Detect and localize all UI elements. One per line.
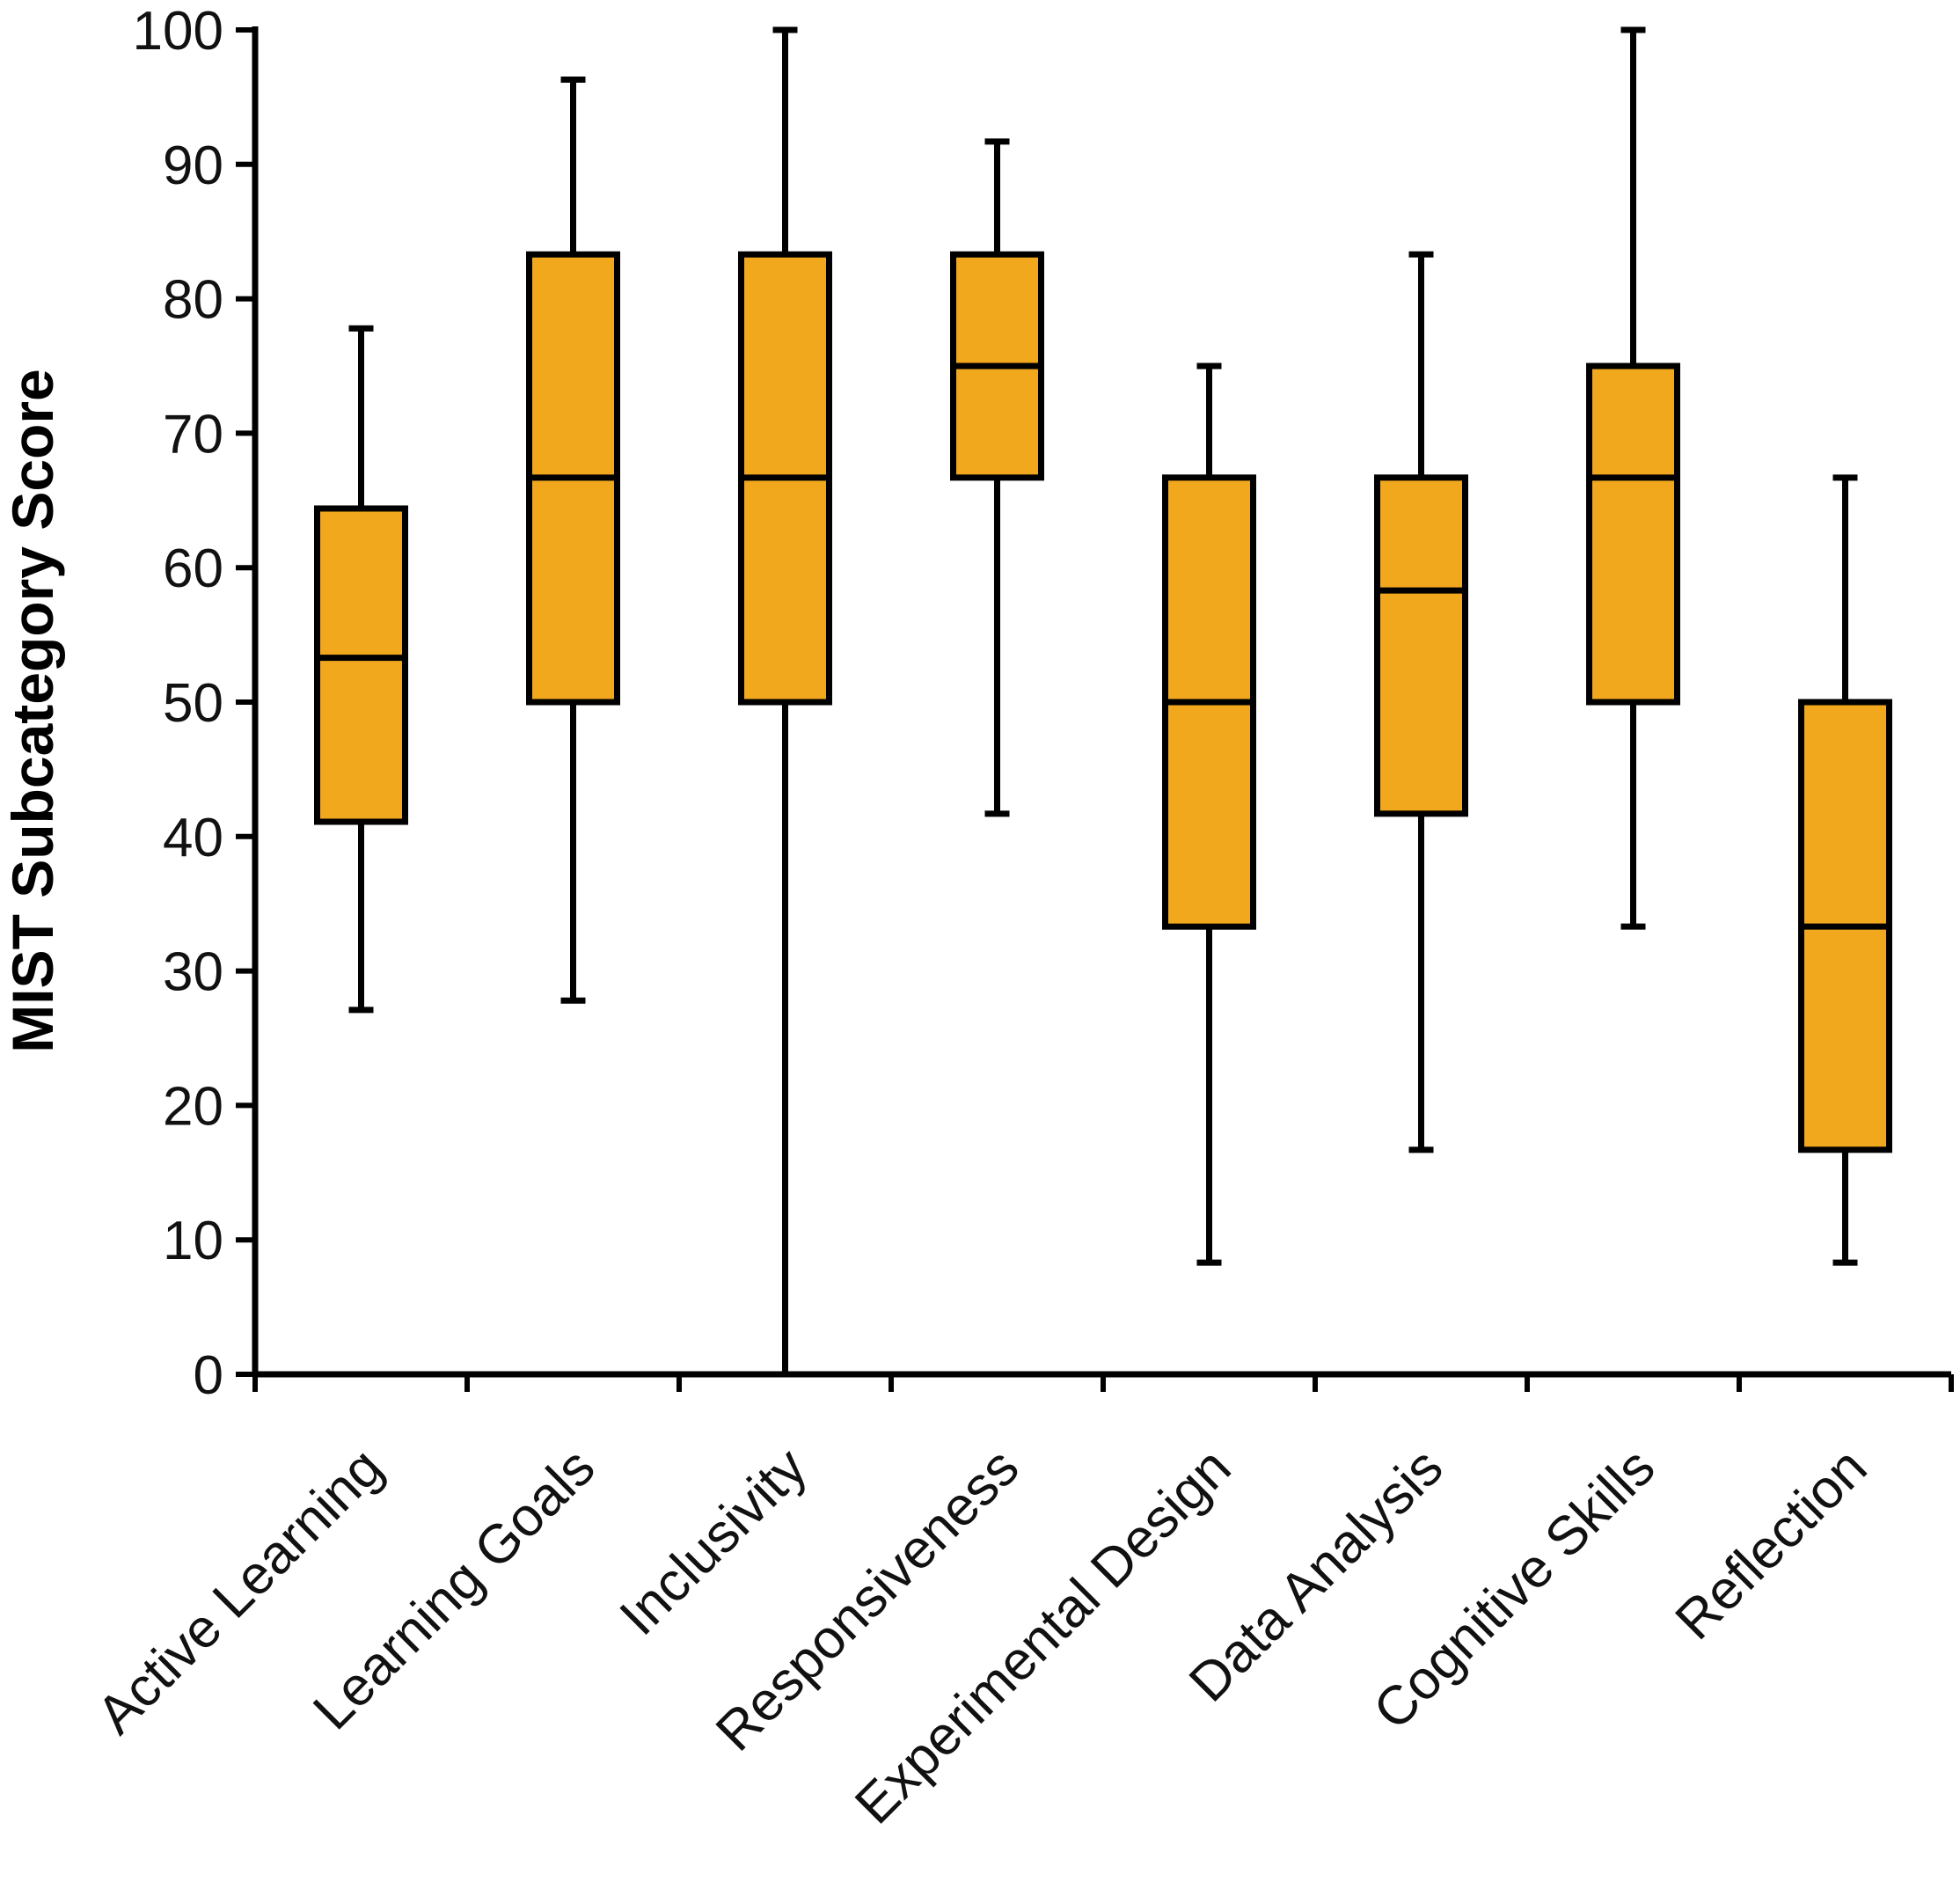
category-label: Inclusivity [609,1437,819,1647]
box-series [314,26,1892,1378]
box-reflection [1798,474,1892,1266]
iqr-box [314,505,408,825]
box-experimental-design [1162,362,1256,1266]
box-learning-goals [526,77,620,1004]
box-inclusivity [738,26,832,1378]
box-data-analysis [1374,251,1468,1153]
y-tick-label: 100 [133,1,223,62]
y-axis-tick-labels: 0 10 20 30 40 50 60 70 80 90 100 [133,1,223,1406]
y-tick-label: 40 [163,808,223,868]
y-tick-label: 0 [194,1345,223,1406]
y-tick-label: 60 [163,538,223,599]
y-axis-title: MIST Subcategory Score [0,369,65,1053]
y-tick-label: 80 [163,270,223,331]
iqr-box [1586,362,1680,706]
box-active-learning [314,325,408,1014]
iqr-box [1374,474,1468,817]
box-responsiveness [950,138,1044,817]
y-tick-label: 50 [163,673,223,734]
y-tick-label: 70 [163,404,223,465]
y-tick-label: 30 [163,942,223,1003]
y-tick-label: 20 [163,1076,223,1137]
category-label: Reflection [1664,1437,1879,1651]
y-tick-label: 90 [163,135,223,196]
category-label: Experimental Design [844,1437,1242,1835]
y-tick-label: 10 [163,1211,223,1271]
y-axis-ticks [236,27,255,1377]
box-cognitive-skills [1586,26,1680,930]
